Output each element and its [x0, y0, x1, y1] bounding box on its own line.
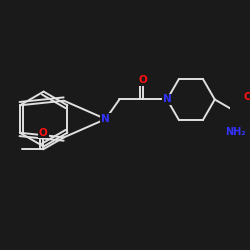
Text: O: O	[139, 76, 147, 86]
Text: N: N	[163, 94, 172, 104]
Text: O: O	[243, 92, 250, 102]
Text: NH₂: NH₂	[225, 127, 246, 137]
Text: O: O	[39, 128, 48, 138]
Text: N: N	[101, 114, 110, 124]
